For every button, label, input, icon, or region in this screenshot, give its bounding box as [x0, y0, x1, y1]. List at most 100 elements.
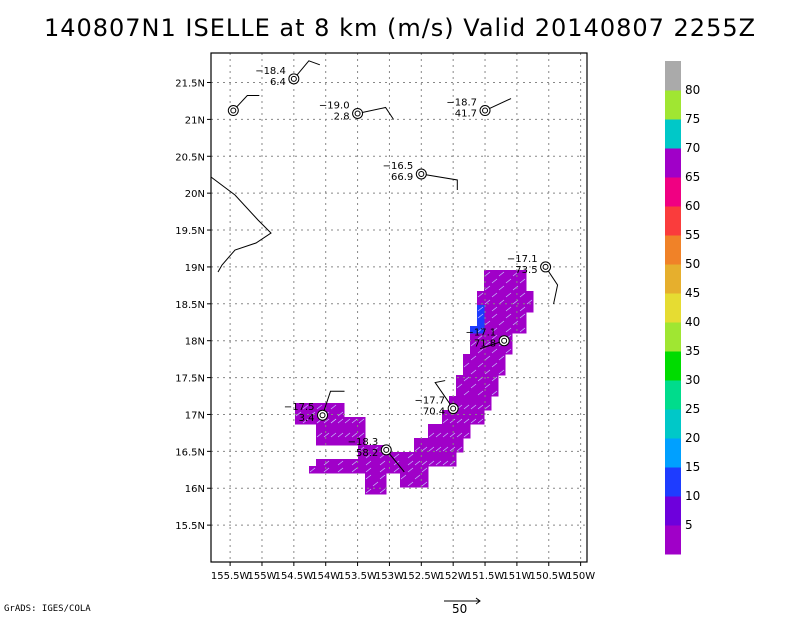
wind-cell	[477, 340, 485, 348]
wind-barb	[232, 95, 260, 111]
wind-arrow	[351, 418, 358, 424]
wind-barb	[293, 60, 321, 80]
wind-arrow	[484, 383, 491, 389]
wind-cell	[358, 466, 366, 474]
wind-arrow	[491, 362, 498, 368]
wind-cell	[477, 368, 485, 376]
lon-tick-label: 151.5W	[466, 571, 505, 582]
wind-arrow	[435, 460, 442, 466]
wind-cell	[505, 284, 513, 292]
wind-arrow	[337, 432, 344, 438]
wind-arrow	[358, 432, 365, 438]
wind-cell	[386, 466, 394, 474]
wind-barb	[357, 106, 394, 120]
wind-cell	[512, 305, 520, 313]
station-dot	[383, 446, 390, 453]
wind-arrow	[477, 292, 484, 298]
page-title: 140807N1 ISELLE at 8 km (m/s) Valid 2014…	[43, 14, 757, 42]
wind-arrow	[463, 376, 470, 382]
wind-arrow	[351, 432, 358, 438]
wind-arrow	[470, 404, 477, 410]
colorbar-label: 55	[685, 228, 700, 242]
wind-cell	[400, 452, 408, 460]
station-dot	[418, 170, 425, 177]
wind-arrow	[428, 432, 435, 438]
wind-cell	[344, 459, 352, 467]
wind-arrow	[428, 460, 435, 466]
wind-arrow	[337, 418, 344, 424]
lon-tick-label: 150W	[566, 571, 595, 582]
wind-arrow	[491, 348, 498, 354]
wind-arrow	[323, 432, 330, 438]
wind-arrow	[449, 418, 456, 424]
wind-arrow	[484, 285, 491, 291]
wind-arrow	[393, 467, 400, 473]
wind-arrow	[351, 467, 358, 473]
wind-arrow	[505, 348, 512, 354]
wind-cell	[449, 396, 457, 404]
wind-barb	[421, 173, 458, 190]
wind-arrow	[365, 474, 372, 480]
wind-arrow	[498, 320, 505, 326]
wind-cell	[463, 424, 471, 432]
station-dot	[230, 107, 237, 114]
wind-arrow	[491, 334, 498, 340]
wind-cell	[442, 424, 450, 432]
wind-cell	[498, 347, 506, 355]
wind-arrow	[358, 446, 365, 452]
wind-cell	[309, 403, 317, 411]
wind-arrow	[463, 390, 470, 396]
colorbar-swatch	[665, 235, 681, 265]
wind-arrow	[456, 432, 463, 438]
wind-arrow	[491, 327, 498, 333]
wind-cell	[428, 424, 436, 432]
wind-arrow	[309, 467, 316, 473]
wind-arrow	[477, 390, 484, 396]
wind-cell	[484, 389, 492, 397]
wind-cell	[442, 410, 450, 418]
wind-cell	[470, 389, 478, 397]
wind-cell	[351, 424, 359, 432]
wind-cell	[330, 424, 338, 432]
colorbar-label: 20	[685, 431, 700, 445]
wind-arrow	[491, 292, 498, 298]
wind-cell	[442, 452, 450, 460]
station-plot: −17.53.4	[284, 390, 345, 424]
wind-arrow	[470, 341, 477, 347]
wind-cell	[372, 487, 380, 495]
wind-arrow	[491, 376, 498, 382]
wind-cell	[463, 410, 471, 418]
wind-arrow	[365, 467, 372, 473]
wind-cell	[456, 438, 464, 446]
wind-cell	[421, 438, 429, 446]
station-ring	[317, 409, 329, 421]
wind-arrow	[372, 481, 379, 487]
wind-arrow	[316, 404, 323, 410]
wind-arrow	[302, 404, 309, 410]
wind-arrow	[519, 327, 526, 333]
wind-cell	[400, 459, 408, 467]
colorbar-label: 45	[685, 286, 700, 300]
wind-cell	[505, 270, 513, 278]
colorbar-swatch	[665, 496, 681, 526]
wind-cell	[491, 368, 499, 376]
wind-arrow	[414, 460, 421, 466]
wind-cell	[484, 361, 492, 369]
wind-cell	[477, 410, 485, 418]
station-temp: −17.7	[415, 396, 446, 407]
wind-cell	[449, 424, 457, 432]
wind-cell	[470, 347, 478, 355]
wind-cell	[435, 424, 443, 432]
wind-arrow	[498, 369, 505, 375]
wind-arrow	[407, 481, 414, 487]
lat-tick-label: 18N	[185, 337, 205, 348]
lat-tick-label: 17.5N	[175, 374, 205, 385]
station-speed: 73.5	[515, 265, 537, 276]
wind-arrow	[344, 432, 351, 438]
axis-ticks: 155.5W155W154.5W154W153.5W153W152.5W152W…	[175, 79, 595, 582]
wind-arrow	[365, 453, 372, 459]
wind-cell	[323, 424, 331, 432]
station-dot	[290, 75, 297, 82]
wind-arrow	[309, 411, 316, 417]
